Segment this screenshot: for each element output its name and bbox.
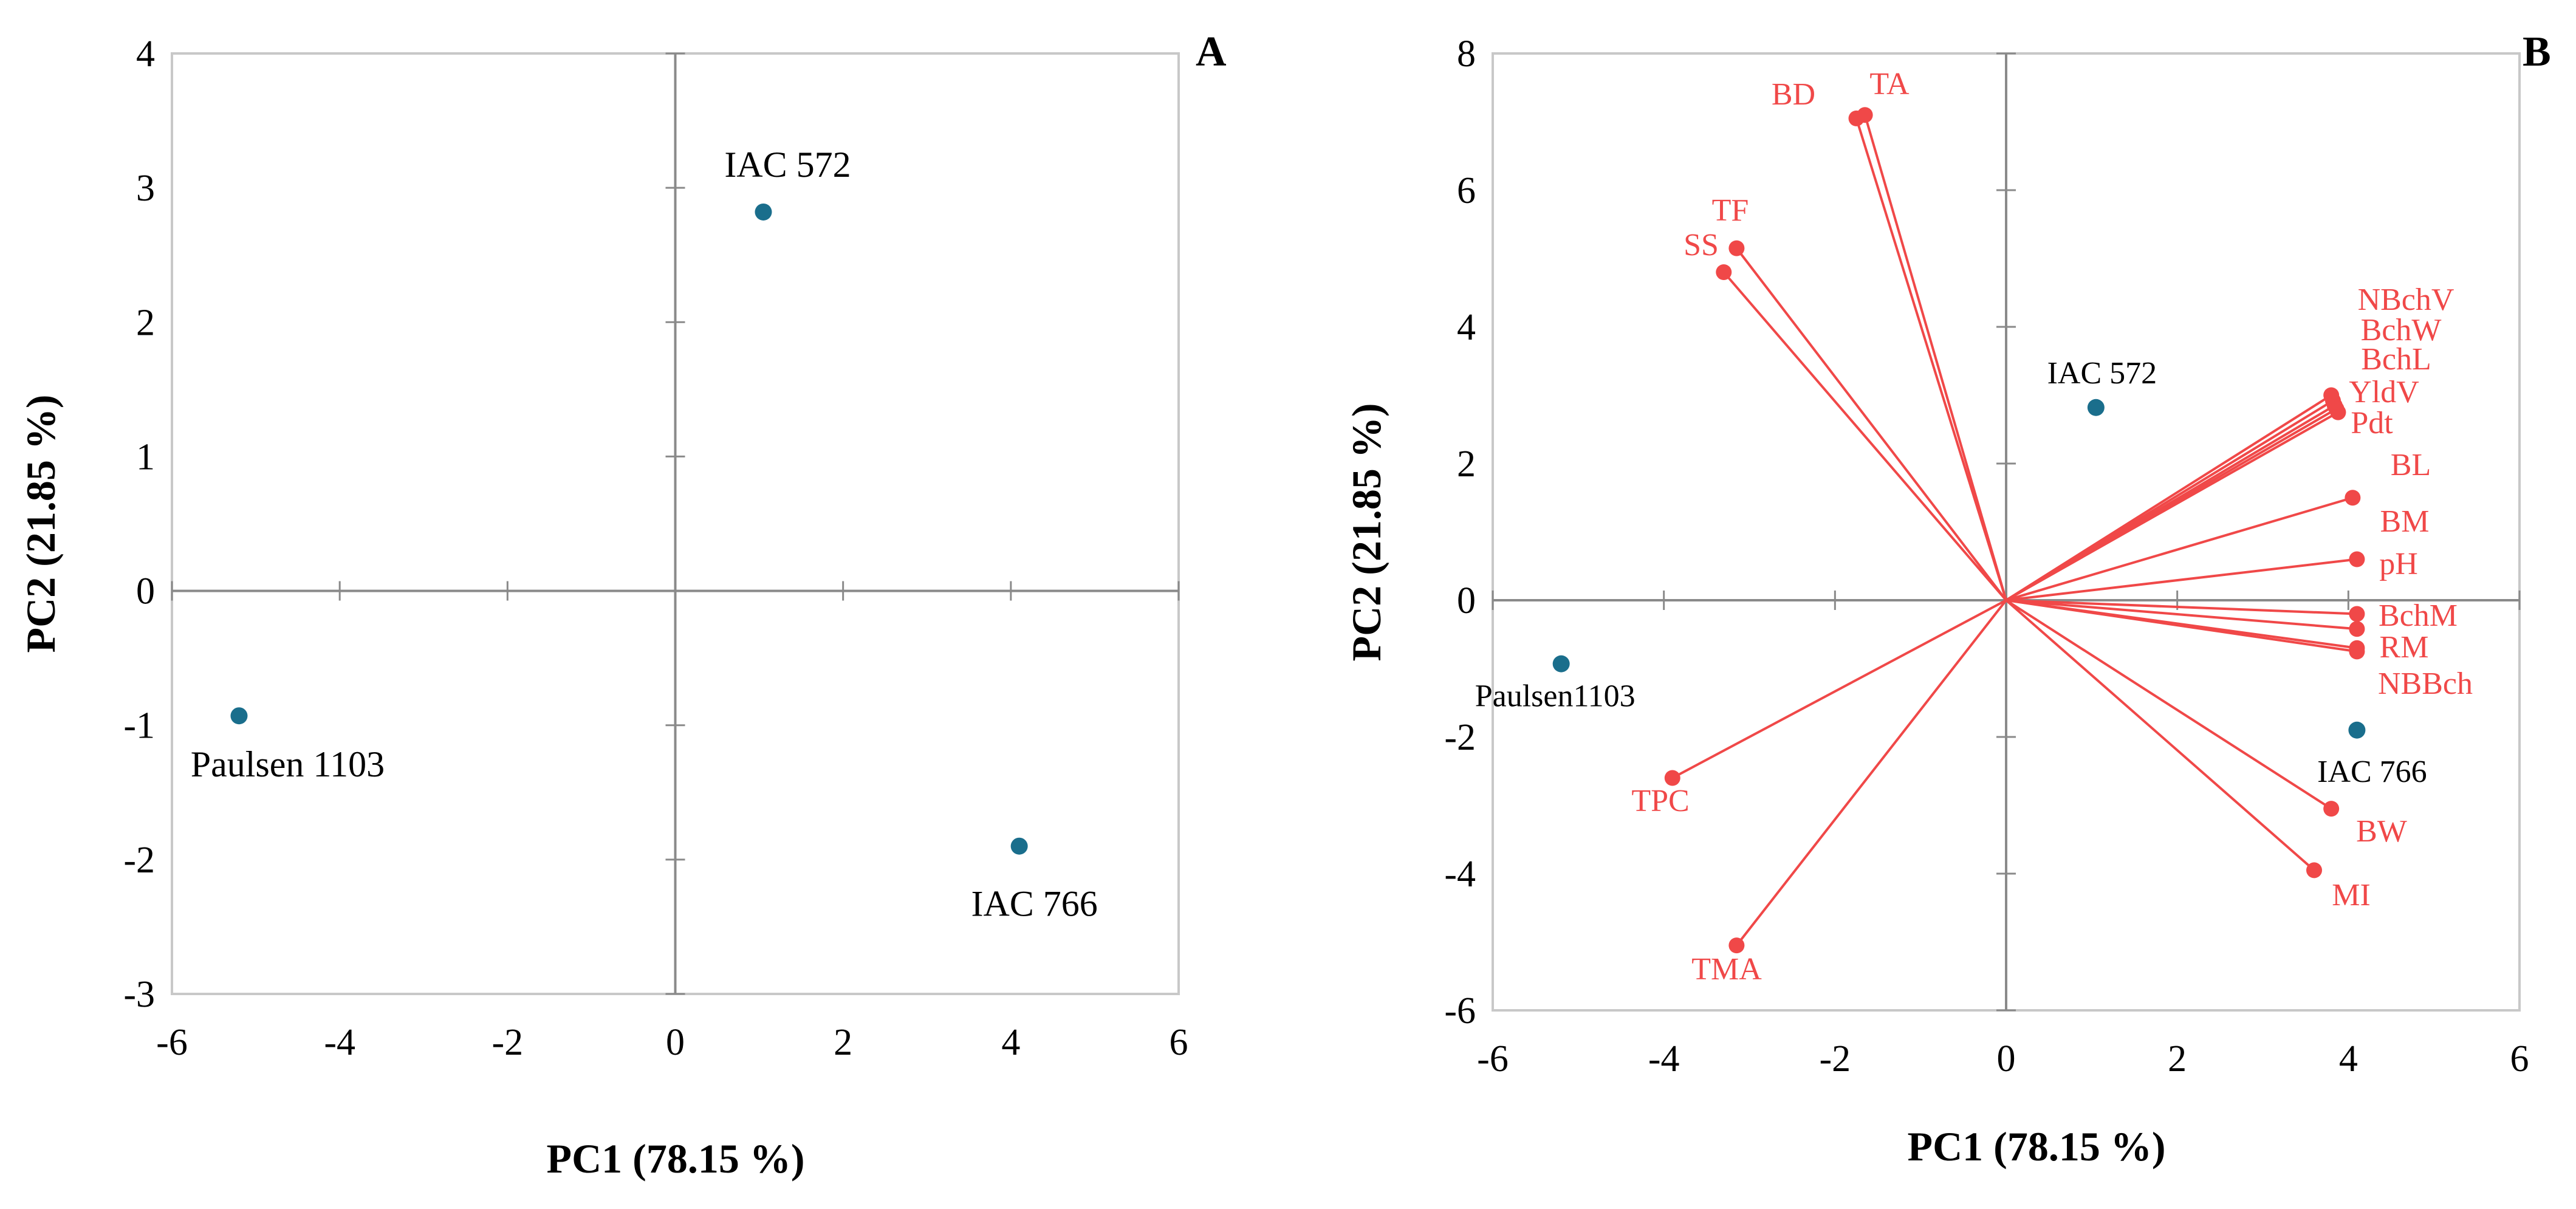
panel-b-loading-point [1728, 240, 1745, 256]
panel-b-loading-vector [1722, 271, 2007, 601]
panel-b-loading-label: TMA [1691, 952, 1762, 987]
panel-b-loading-point [2323, 801, 2340, 817]
panel-a-score-point [1010, 837, 1028, 855]
panel-b-loading-label: RM [2380, 630, 2429, 665]
panel-b-loading-label: TF [1712, 193, 1749, 228]
panel-b-loading-label: NBBch [2378, 666, 2473, 701]
panel-b-loading-label: YldV [2349, 375, 2419, 409]
panel-b-loading-vector [2005, 599, 2315, 871]
panel-b-loading-vector [2006, 558, 2357, 601]
panel-b-loading-point [2345, 490, 2361, 506]
panel-b-x-tick-label: -4 [1648, 1038, 1680, 1080]
panel-b-loading-point [2349, 643, 2365, 660]
panel-b-x-tick-label: -6 [1477, 1038, 1509, 1080]
panel-b-loading-point [2330, 404, 2346, 420]
panel-a-score-point [755, 203, 772, 221]
panel-b-y-tick-label: 6 [1457, 170, 1476, 211]
panel-a-y-tick-label: 1 [136, 436, 155, 478]
panel-a-point-label: IAC 766 [971, 884, 1097, 924]
panel-a-score-point [230, 707, 248, 725]
panel-b-loading-point [1857, 107, 1873, 123]
panel-b-loading-label: TPC [1631, 784, 1689, 818]
panel-a-y-tick-label: -3 [123, 974, 155, 1015]
panel-b-biplot: B PC1 (78.15 %) PC2 (21.85 %) -6 -4 -2 0 2 4 6… [1343, 29, 2551, 1170]
panel-b-loading-vector [2005, 599, 2332, 810]
panel-a-x-tick-label: -6 [156, 1022, 188, 1063]
panel-b-loading-label: BM [2380, 504, 2430, 539]
panel-b-loading-label: NBchV [2358, 283, 2454, 317]
panel-b-loading-label: BchW [2361, 313, 2442, 348]
panel-b-score-label: IAC 572 [2047, 356, 2157, 391]
panel-b-loading-point [1664, 770, 1680, 786]
panel-b-x-tick-label: -2 [1820, 1038, 1851, 1080]
panel-b-loading-label: BD [1772, 77, 1815, 112]
panel-b-y-tick-label: 8 [1457, 33, 1476, 75]
panel-b-loading-vector [1855, 118, 2007, 601]
panel-a-y-tick-label: -2 [123, 840, 155, 881]
panel-b-y-tick-label: -2 [1444, 717, 1476, 758]
panel-a-x-tick-label: 4 [1001, 1022, 1020, 1063]
panel-b-x-tick-label: 4 [2339, 1038, 2358, 1080]
panel-b-loading-point [2349, 621, 2365, 637]
panel-a-y-tick-label: 3 [136, 168, 155, 209]
panel-b-score-point [2348, 721, 2366, 739]
panel-a-x-tick-label: -2 [492, 1022, 524, 1063]
panel-b-score-label: Paulsen1103 [1475, 679, 1636, 714]
panel-b-loading-label: TA [1869, 67, 1910, 101]
panel-b-loading-vector [1671, 599, 2007, 779]
panel-a-y-axis-label: PC2 (21.85 %) [18, 395, 64, 653]
panel-b-loading-vector [2006, 411, 2339, 601]
panel-b-x-axis-label: PC1 (78.15 %) [1908, 1123, 2166, 1170]
panel-b-loading-label: Pdt [2351, 406, 2393, 440]
panel-a-y-tick-label: -1 [123, 705, 155, 747]
panel-b-loading-point [2306, 862, 2322, 878]
panel-a-score-plot: A PC1 (78.15 %) PC2 (21.85 %) -3 -2 -1 0 1 2 3… [18, 29, 1227, 1182]
panel-a-x-tick-label: 2 [834, 1022, 852, 1063]
panel-b-y-axis-label: PC2 (21.85 %) [1343, 403, 1389, 662]
panel-b-x-tick-label: 2 [2168, 1038, 2187, 1080]
panel-b-score-label: IAC 766 [2317, 755, 2427, 789]
panel-b-loading-point [1716, 264, 1732, 280]
panel-b-loading-label: MI [2332, 878, 2371, 913]
panel-b-loading-vector [2006, 496, 2353, 601]
panel-b-loading-vector [2006, 599, 2357, 615]
panel-b-x-tick-label: 6 [2510, 1038, 2529, 1080]
panel-a-x-tick-label: 6 [1170, 1022, 1188, 1063]
panel-b-score-point [2087, 399, 2105, 416]
panel-b-y-tick-label: -6 [1444, 990, 1476, 1032]
panel-a-y-tick-label: 2 [136, 302, 155, 343]
panel-b-loading-vector [2006, 599, 2357, 631]
panel-b-y-tick-label: -4 [1444, 854, 1476, 895]
panel-b-loading-point [2349, 606, 2365, 622]
panel-b-y-tick-label: 0 [1457, 580, 1476, 622]
panel-a-x-tick-label: -4 [324, 1022, 355, 1063]
panel-b-loading-label: BchM [2379, 598, 2458, 633]
panel-b-loading-vector [1863, 114, 2007, 601]
panel-a-x-axis-label: PC1 (78.15 %) [547, 1135, 805, 1182]
panel-b-loading-point [2349, 551, 2365, 567]
panel-a-y-tick-label: 0 [136, 571, 155, 612]
panel-b-y-tick-label: 4 [1457, 307, 1476, 348]
panel-a-point-label: IAC 572 [724, 145, 851, 185]
panel-b-score-point [1552, 655, 1570, 673]
panel-b-x-tick-label: 0 [1997, 1038, 2016, 1080]
panel-a-point-label: Paulsen 1103 [191, 744, 385, 784]
panel-a-x-tick-label: 0 [666, 1022, 685, 1063]
panel-a-letter: A [1196, 29, 1227, 75]
panel-b-loading-label: BchL [2361, 342, 2431, 377]
panel-b-loading-label: BL [2391, 448, 2431, 482]
panel-b-y-tick-label: 2 [1457, 444, 1476, 485]
panel-b-loading-vector [2006, 599, 2357, 653]
panel-b-loading-vector [1735, 247, 2007, 601]
panel-b-letter: B [2523, 29, 2551, 75]
panel-b-loading-label: BW [2356, 814, 2407, 849]
panel-b-loading-label: pH [2379, 547, 2418, 581]
panel-a-y-tick-label: 4 [136, 33, 155, 75]
panel-b-loading-label: SS [1684, 228, 1719, 262]
panel-b-loading-vector [1735, 599, 2007, 947]
panel-b-loading-point [1728, 937, 1745, 954]
